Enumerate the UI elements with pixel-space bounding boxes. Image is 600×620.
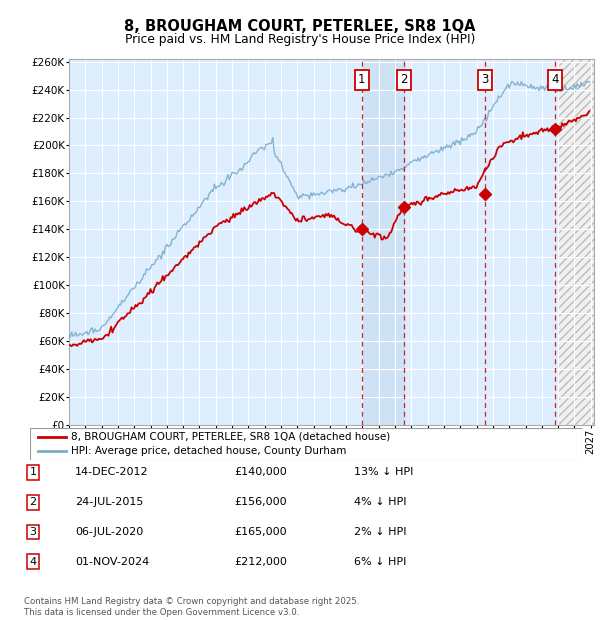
Text: 2% ↓ HPI: 2% ↓ HPI [354, 527, 407, 537]
Text: 01-NOV-2024: 01-NOV-2024 [75, 557, 149, 567]
Text: 3: 3 [29, 527, 37, 537]
Text: 06-JUL-2020: 06-JUL-2020 [75, 527, 143, 537]
Text: Contains HM Land Registry data © Crown copyright and database right 2025.
This d: Contains HM Land Registry data © Crown c… [24, 598, 359, 617]
Text: 2: 2 [29, 497, 37, 507]
Text: 8, BROUGHAM COURT, PETERLEE, SR8 1QA (detached house): 8, BROUGHAM COURT, PETERLEE, SR8 1QA (de… [71, 432, 391, 441]
Text: £212,000: £212,000 [234, 557, 287, 567]
Text: Price paid vs. HM Land Registry's House Price Index (HPI): Price paid vs. HM Land Registry's House … [125, 33, 475, 46]
Text: 3: 3 [481, 73, 488, 86]
Text: 2: 2 [400, 73, 408, 86]
Text: 4: 4 [551, 73, 559, 86]
Text: 1: 1 [358, 73, 365, 86]
Bar [362, 59, 404, 425]
Text: 24-JUL-2015: 24-JUL-2015 [75, 497, 143, 507]
Text: £140,000: £140,000 [234, 467, 287, 477]
Bar [558, 48, 599, 425]
Text: 4: 4 [29, 557, 37, 567]
FancyBboxPatch shape [30, 428, 582, 460]
Text: £165,000: £165,000 [234, 527, 287, 537]
Text: 4% ↓ HPI: 4% ↓ HPI [354, 497, 407, 507]
Text: HPI: Average price, detached house, County Durham: HPI: Average price, detached house, Coun… [71, 446, 347, 456]
Text: 6% ↓ HPI: 6% ↓ HPI [354, 557, 406, 567]
Text: 14-DEC-2012: 14-DEC-2012 [75, 467, 149, 477]
Text: 13% ↓ HPI: 13% ↓ HPI [354, 467, 413, 477]
Text: 1: 1 [29, 467, 37, 477]
Text: £156,000: £156,000 [234, 497, 287, 507]
Text: 8, BROUGHAM COURT, PETERLEE, SR8 1QA: 8, BROUGHAM COURT, PETERLEE, SR8 1QA [124, 19, 476, 33]
